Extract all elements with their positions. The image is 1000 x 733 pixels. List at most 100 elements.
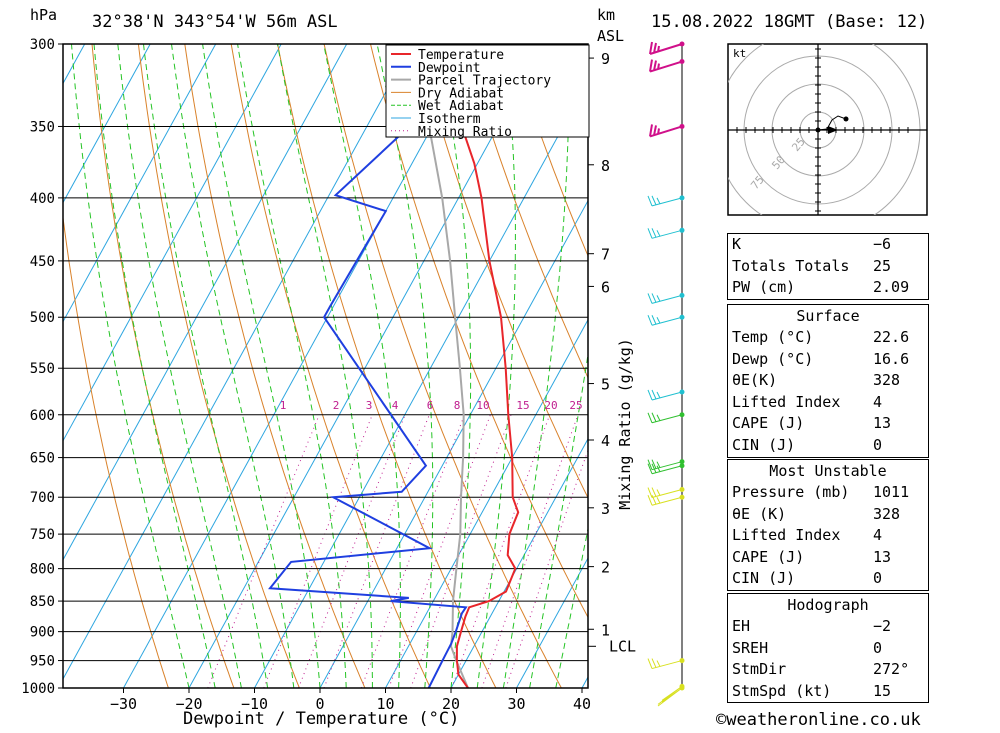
isotherm-line (385, 318, 588, 688)
mixing-ratio-label: 3 (366, 399, 373, 412)
surface-label: Dewp (°C) (732, 349, 814, 368)
pressure-tick-label: 400 (30, 191, 55, 207)
mixing-ratio-label: 1 (280, 399, 287, 412)
x-tick-label: 40 (573, 695, 591, 713)
hodograph-row: StmDir 272° (728, 659, 928, 681)
wet-adiabat-line (71, 44, 190, 688)
mixing-ratio-line (451, 414, 551, 688)
hodograph-value: 272° (873, 660, 910, 679)
wet-adiabat-line (237, 44, 347, 688)
indices-row: Totals Totals 25 (728, 256, 928, 278)
most-unstable-value: 4 (873, 526, 883, 545)
surface-label: θE(K) (732, 371, 778, 390)
x-tick-label: 20 (442, 695, 460, 713)
mixing-ratio-label: 25 (569, 399, 582, 412)
mixing-ratio-line (323, 414, 430, 688)
most-unstable-label: Lifted Index (732, 526, 841, 545)
km-tick-label: 5 (601, 376, 610, 394)
mixing-ratio-axis-label: Mixing Ratio (g/kg) (616, 338, 634, 510)
isotherm-line (188, 44, 544, 688)
most-unstable-row: CAPE (J) 13 (728, 547, 928, 569)
mixing-ratio-label: 6 (427, 399, 434, 412)
most-unstable-label: Pressure (mb) (732, 483, 850, 501)
surface-row: θE(K) 328 (728, 370, 928, 392)
most-unstable-value: 1011 (873, 483, 910, 501)
surface-row: Lifted Index 4 (728, 392, 928, 414)
dry-adiabat-line (416, 44, 588, 499)
location-title: 32°38'N 343°54'W 56m ASL (92, 12, 338, 32)
dry-adiabat-line (230, 44, 431, 688)
parcel-trajectory-line (404, 44, 469, 688)
mixing-ratio-label: 2 (333, 399, 340, 412)
wet-adiabat-line (171, 44, 295, 688)
temperature-line (437, 44, 520, 688)
wind-barb (649, 41, 683, 55)
mixing-ratio-line (481, 414, 579, 688)
wind-barb (647, 658, 683, 670)
pressure-tick-label: 500 (30, 310, 55, 326)
km-tick-label: 9 (601, 50, 610, 68)
mixing-ratio-line (410, 414, 512, 688)
most-unstable-row: Lifted Index 4 (728, 525, 928, 547)
dry-adiabat-line (323, 44, 562, 688)
indices-label: Totals Totals (732, 256, 850, 275)
x-tick-label: −10 (241, 695, 268, 713)
wind-barb (647, 195, 683, 207)
isotherm-line (63, 44, 151, 204)
most-unstable-label: CIN (J) (732, 569, 796, 588)
isotherm-line (319, 199, 588, 688)
indices-value: 25 (873, 256, 892, 275)
dewpoint-line (268, 44, 518, 688)
wind-barb (649, 59, 683, 73)
pressure-tick-label: 300 (30, 37, 55, 53)
datetime-title: 15.08.2022 18GMT (Base: 12) (651, 12, 928, 32)
pressure-tick-label: 1000 (21, 681, 55, 697)
plot-frame (62, 43, 589, 689)
most-unstable-value: 0 (873, 569, 883, 588)
copyright-text[interactable]: ©weatheronline.co.uk (716, 710, 921, 730)
surface-title: Surface (796, 307, 860, 325)
legend-entry: Parcel Trajectory (418, 74, 551, 89)
wet-adiabat-line (476, 44, 516, 688)
indices-table: K −6 Totals Totals 25 PW (cm) 2.09 (727, 233, 929, 300)
hodograph-label: EH (732, 617, 751, 635)
wind-barb (647, 293, 683, 304)
hodograph-point (815, 127, 821, 133)
surface-label: Lifted Index (732, 392, 841, 411)
hodograph-row: SREH 0 (728, 638, 928, 660)
pressure-tick-label: 950 (30, 654, 55, 670)
pressure-tick-label: 450 (30, 254, 55, 270)
pressure-tick-label: 650 (30, 451, 55, 467)
x-tick-label: −20 (175, 695, 202, 713)
wet-adiabat-line (117, 44, 242, 688)
hodograph-value: 15 (873, 681, 892, 700)
km-tick-label: 8 (601, 157, 610, 175)
most-unstable-row: Pressure (mb) 1011 (728, 482, 928, 504)
km-tick-label: 7 (601, 246, 610, 264)
km-unit-label: km (597, 6, 616, 24)
pressure-tick-label: 900 (30, 625, 55, 641)
surface-label: CAPE (J) (732, 414, 805, 433)
dry-adiabat-line (184, 44, 366, 688)
surface-row: CAPE (J) 13 (728, 413, 928, 435)
surface-row: Dewp (°C) 16.6 (728, 349, 928, 371)
hodograph-label: StmDir (732, 660, 787, 679)
hodograph-label: SREH (732, 638, 769, 657)
x-tick-label: −30 (110, 695, 137, 713)
x-tick-label: 10 (376, 695, 394, 713)
indices-row: PW (cm) 2.09 (728, 277, 928, 299)
hodograph-unit-label: kt (733, 47, 746, 60)
wind-barb (647, 412, 683, 424)
km-tick-label: 4 (601, 432, 610, 450)
legend-entry: Isotherm (418, 112, 481, 127)
isotherm-line (63, 44, 217, 323)
surface-table: Surface Temp (°C) 22.6 Dewp (°C) 16.6 θE(K) 3… (727, 304, 929, 458)
hodograph-point (843, 116, 849, 122)
legend-entry: Mixing Ratio (418, 125, 512, 140)
isotherm-line (0, 44, 19, 688)
pressure-tick-label: 700 (30, 490, 55, 506)
surface-label: CIN (J) (732, 435, 796, 454)
wind-barb (657, 685, 683, 705)
